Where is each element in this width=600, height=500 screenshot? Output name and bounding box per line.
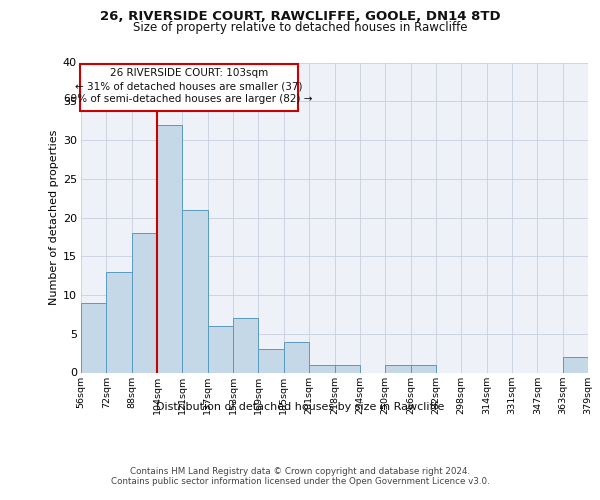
Text: ← 31% of detached houses are smaller (37): ← 31% of detached houses are smaller (37… (75, 81, 302, 91)
Bar (132, 233, 157, 372)
Text: 26 RIVERSIDE COURT: 103sqm: 26 RIVERSIDE COURT: 103sqm (110, 68, 268, 78)
Text: Contains HM Land Registry data © Crown copyright and database right 2024.: Contains HM Land Registry data © Crown c… (130, 467, 470, 476)
Bar (563, 357, 588, 372)
Text: Contains public sector information licensed under the Open Government Licence v3: Contains public sector information licen… (110, 477, 490, 486)
Text: Size of property relative to detached houses in Rawcliffe: Size of property relative to detached ho… (133, 21, 467, 34)
Bar (410, 365, 436, 372)
Bar (284, 342, 309, 372)
Bar (81, 302, 106, 372)
Text: 69% of semi-detached houses are larger (82) →: 69% of semi-detached houses are larger (… (64, 94, 313, 104)
Bar (182, 210, 208, 372)
Bar (233, 318, 259, 372)
Bar (385, 365, 410, 372)
Text: Distribution of detached houses by size in Rawcliffe: Distribution of detached houses by size … (156, 402, 444, 412)
Bar (335, 365, 360, 372)
FancyBboxPatch shape (80, 64, 298, 110)
Y-axis label: Number of detached properties: Number of detached properties (49, 130, 59, 305)
Text: 26, RIVERSIDE COURT, RAWCLIFFE, GOOLE, DN14 8TD: 26, RIVERSIDE COURT, RAWCLIFFE, GOOLE, D… (100, 10, 500, 23)
Bar (309, 365, 335, 372)
Bar (208, 326, 233, 372)
Bar (259, 349, 284, 372)
Bar (106, 272, 132, 372)
Bar (157, 124, 182, 372)
